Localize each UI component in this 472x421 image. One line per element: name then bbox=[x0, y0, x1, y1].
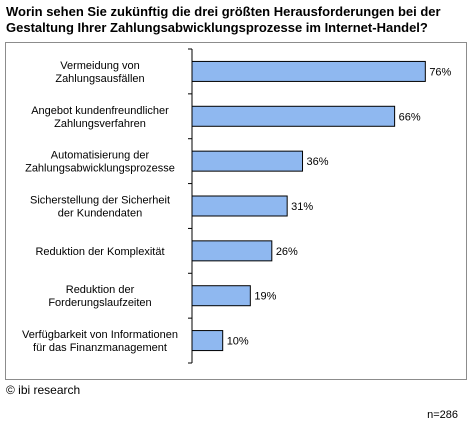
category-label-line: Reduktion der bbox=[66, 284, 135, 296]
bar-3 bbox=[191, 150, 304, 172]
value-label-3: 36% bbox=[307, 156, 329, 168]
bar-4 bbox=[191, 195, 288, 217]
bar-6 bbox=[191, 285, 251, 307]
value-label-2: 66% bbox=[399, 111, 421, 123]
category-label-line: Automatisierung der bbox=[51, 150, 150, 162]
category-label-7: Verfügbarkeit von Informationen für das F… bbox=[22, 329, 178, 354]
chart-title: Worin sehen Sie zukünftig die drei größt… bbox=[6, 4, 466, 36]
value-label-4: 31% bbox=[291, 201, 313, 213]
category-label-line: Zahlungsausfällen bbox=[55, 73, 144, 85]
category-label-line: Zahlungsverfahren bbox=[54, 118, 146, 130]
bar-2 bbox=[191, 105, 396, 127]
category-label-2: Angebot kundenfreundlicher Zahlungsverfah… bbox=[31, 105, 169, 130]
bar-chart: 76% Vermeidung von Zahlungsausfällen 66% Ang… bbox=[22, 48, 452, 364]
category-label-3: Automatisierung der Zahlungsabwicklungspr… bbox=[25, 150, 175, 175]
category-label-line: Zahlungsabwicklungsprozesse bbox=[25, 163, 175, 175]
category-label-line: Vermeidung von bbox=[60, 60, 140, 72]
chart-title-line-1: Worin sehen Sie zukünftig die drei größt… bbox=[6, 4, 441, 19]
category-label-line: Verfügbarkeit von Informationen bbox=[22, 329, 178, 341]
value-label-6: 19% bbox=[254, 291, 276, 303]
bar-1 bbox=[191, 60, 426, 82]
chart-frame: 76% Vermeidung von Zahlungsausfällen 66% Ang… bbox=[5, 42, 467, 421]
copyright-notice: © ibi research bbox=[6, 383, 81, 397]
category-label-line: Angebot kundenfreundlicher bbox=[31, 105, 169, 117]
value-label-5: 26% bbox=[276, 246, 298, 258]
category-label-line: der Kundendaten bbox=[58, 208, 142, 220]
category-label-4: Sicherstellung der Sicherheit der Kundend… bbox=[30, 195, 170, 220]
category-label-line: für das Finanzmanagement bbox=[33, 342, 167, 354]
category-label-5: Reduktion der Komplexität bbox=[35, 246, 164, 258]
category-label-line: Sicherstellung der Sicherheit bbox=[30, 195, 170, 207]
bar-5 bbox=[191, 240, 273, 262]
value-label-7: 10% bbox=[227, 336, 249, 348]
sample-size-label: n=286 bbox=[427, 409, 458, 421]
category-label-1: Vermeidung von Zahlungsausfällen bbox=[55, 60, 144, 85]
chart-title-line-2: Gestaltung Ihrer Zahlungsabwicklungsproz… bbox=[6, 20, 428, 35]
category-label-line: Reduktion der Komplexität bbox=[35, 246, 164, 258]
category-label-6: Reduktion der Forderungslaufzeiten bbox=[48, 284, 151, 309]
bar-7 bbox=[191, 330, 224, 352]
value-label-1: 76% bbox=[429, 66, 451, 78]
category-label-line: Forderungslaufzeiten bbox=[48, 297, 151, 309]
